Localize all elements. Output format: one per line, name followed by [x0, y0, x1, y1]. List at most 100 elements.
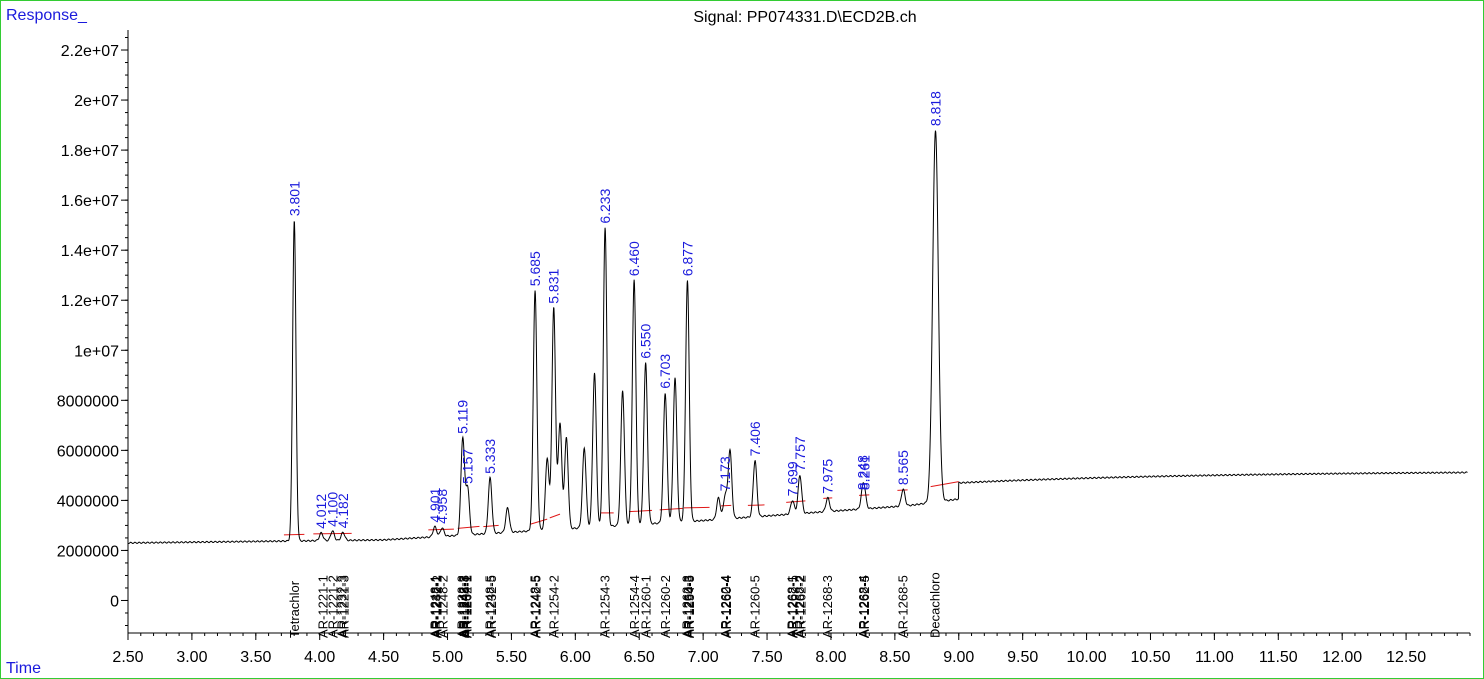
- x-tick-label: 11.00: [1195, 649, 1234, 666]
- compound-label: AR-1221-2: [325, 575, 340, 638]
- compound-label: AR-1260-4: [719, 575, 734, 638]
- x-tick-label: 3.00: [176, 649, 207, 666]
- peak-label: 4.100: [324, 492, 340, 527]
- peak-label: 8.818: [928, 91, 944, 126]
- compound-label: AR-1248-2: [435, 575, 450, 638]
- x-axis-label: Time: [6, 660, 41, 677]
- y-tick-label: 1e+07: [74, 343, 119, 360]
- peak-label: 8.248: [855, 455, 871, 490]
- baseline-segment: [683, 506, 710, 509]
- x-tick-label: 7.50: [751, 649, 782, 666]
- baseline-segment: [859, 494, 870, 496]
- x-tick-label: 10.50: [1130, 649, 1170, 666]
- compound-label: AR-1262-3: [680, 575, 695, 638]
- baseline-segment: [483, 524, 499, 528]
- baseline-segment: [457, 525, 480, 529]
- y-axis-label: Response_: [6, 7, 88, 24]
- compound-label: AR-1260-3: [681, 575, 696, 638]
- baseline-segment: [283, 533, 305, 536]
- peak-label: 7.757: [792, 436, 808, 471]
- compound-labels: Tetrachlor AR-1221-1AR-1221-2AR-1232-3AR-…: [287, 572, 942, 638]
- compound-label: AR-1254-4: [627, 575, 642, 638]
- x-tick-label: 6.00: [560, 649, 591, 666]
- peak-label: 4.958: [434, 489, 450, 524]
- peak-label: 5.333: [482, 439, 498, 474]
- compound-label: AR-1242-3: [456, 575, 471, 638]
- baseline-segment: [313, 532, 352, 535]
- compound-label: AR-1232-2: [455, 575, 470, 638]
- compound-label: AR-1268-3: [820, 575, 835, 638]
- compound-label: AR-1254-5: [682, 575, 697, 638]
- x-tick-label: 6.50: [624, 649, 655, 666]
- compound-label: AR-1248-5: [527, 575, 542, 638]
- y-tick-label: 2000000: [57, 543, 119, 560]
- baseline-segment: [549, 513, 561, 519]
- peak-label: 7.173: [717, 456, 733, 491]
- peak-label: 7.975: [820, 459, 836, 494]
- compound-label: AR-1262-5: [857, 575, 872, 638]
- peak-label: 6.550: [638, 324, 654, 359]
- peak-label: 5.685: [527, 251, 543, 286]
- x-tick-label: 2.50: [112, 649, 143, 666]
- compound-label: AR-1221-1: [315, 575, 330, 638]
- compound-label: Tetrachlor: [287, 580, 302, 638]
- compound-label: AR-1268-5: [896, 575, 911, 638]
- peak-label: 4.182: [335, 493, 351, 528]
- baseline-segment: [747, 504, 765, 506]
- compound-label: AR-1232-1: [428, 575, 443, 638]
- compound-label: AR-1262-2: [793, 575, 808, 638]
- peak-label: 7.406: [747, 421, 763, 456]
- y-tick-label: 1.2e+07: [61, 293, 119, 310]
- compound-label: AR-1268-1: [784, 575, 799, 638]
- x-axis: 2.50 3.00 3.50 4.00 4.50 5.00 5.50 6.00 6.50 7.00…: [112, 632, 1471, 666]
- x-tick-label: 3.50: [240, 649, 271, 666]
- x-tick-label: 12.50: [1386, 649, 1426, 666]
- compound-label: AR-1260-1: [639, 575, 654, 638]
- compound-label: AR-1262-5: [786, 575, 801, 638]
- x-tick-label: 8.50: [879, 649, 910, 666]
- peak-label: 3.801: [286, 181, 302, 216]
- x-tick-label: 11.50: [1259, 649, 1298, 666]
- peak-label: 5.119: [455, 400, 471, 434]
- compound-label: AR-1248-3: [457, 575, 472, 638]
- peak-label: 6.703: [657, 354, 673, 389]
- x-tick-label: 9.50: [1007, 649, 1038, 666]
- compound-label: AR-1248-1: [428, 575, 443, 638]
- x-tick-label: 8.00: [815, 649, 846, 666]
- x-tick-label: 10.00: [1067, 649, 1107, 666]
- peak-label: 6.877: [679, 241, 695, 276]
- y-tick-label: 4000000: [57, 493, 119, 510]
- compound-label: AR-1268-2: [792, 575, 807, 638]
- peak-label: 6.233: [597, 188, 613, 223]
- chart-title: Signal: PP074331.D\ECD2B.ch: [693, 9, 916, 26]
- y-tick-label: 6000000: [57, 443, 119, 460]
- y-axis: 0 2000000 4000000 6000000 8000000 1e+07 1.2e+0…: [57, 30, 129, 633]
- x-tick-label: 5.00: [432, 649, 463, 666]
- compound-label: AR-1221-3: [336, 575, 351, 638]
- y-tick-label: 1.4e+07: [61, 243, 119, 260]
- compound-label: AR-1232-3: [334, 575, 349, 638]
- compound-label: AR-1242-5: [529, 575, 544, 638]
- compound-label: AR-1254-2: [547, 575, 562, 638]
- y-tick-label: 1.6e+07: [61, 193, 119, 210]
- compound-label: Decachloro: [927, 572, 942, 638]
- peak-label: 8.261: [856, 455, 872, 490]
- y-tick-label: 8000000: [57, 393, 119, 410]
- baseline-segment: [530, 518, 548, 525]
- compound-label: AR-1260-5: [747, 575, 762, 638]
- baseline-segment: [628, 509, 653, 513]
- x-tick-label: 9.00: [943, 649, 974, 666]
- peak-label: 5.157: [460, 449, 476, 484]
- peak-label: 7.699: [784, 461, 800, 496]
- compound-label: AR-1262-4: [718, 575, 733, 638]
- x-tick-label: 7.00: [688, 649, 719, 666]
- baseline-segment: [721, 504, 732, 507]
- peak-label: 4.901: [427, 487, 443, 522]
- compound-label: AR-1254-1: [458, 575, 473, 638]
- peak-label: 5.831: [546, 268, 562, 303]
- y-tick-label: 2e+07: [74, 93, 119, 110]
- peak-label: 8.565: [895, 450, 911, 485]
- compound-label: AR-1268-4: [856, 575, 871, 638]
